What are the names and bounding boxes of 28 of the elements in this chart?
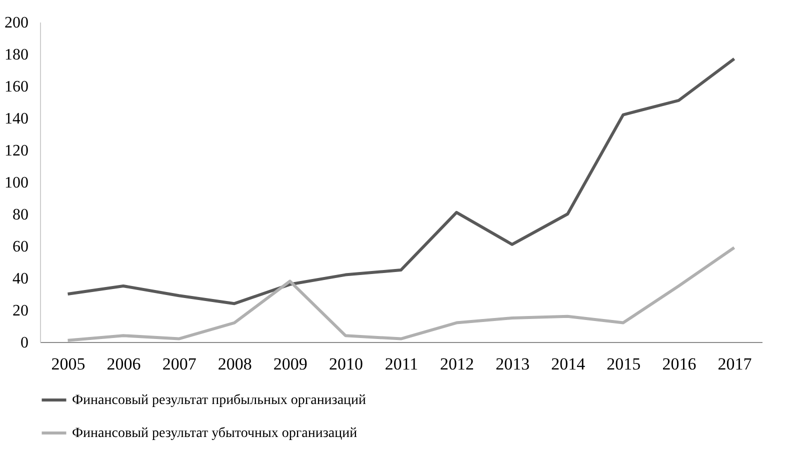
y-tick-label: 120 (4, 142, 28, 160)
x-tick-label: 2016 (662, 354, 696, 374)
x-tick-label: 2009 (273, 354, 308, 374)
line-series (66, 246, 736, 342)
x-tick-label: 2015 (606, 354, 641, 374)
y-tick-label: 20 (12, 302, 28, 320)
x-tick-label: 2005 (51, 354, 86, 374)
y-tick-label: 60 (12, 238, 28, 256)
x-tick-label: 2017 (718, 354, 752, 374)
x-tick-label: 2011 (384, 354, 418, 374)
x-tick-label: 2010 (328, 354, 363, 374)
y-tick-label: 40 (12, 270, 28, 288)
x-tick-label: 2013 (496, 354, 530, 374)
y-tick-label: 80 (12, 206, 28, 224)
y-tick-label: 100 (4, 174, 28, 192)
legend-label: Финансовый результат прибыльных организаций (72, 393, 367, 408)
y-tick-label: 180 (4, 46, 28, 64)
x-tick-label: 2007 (162, 354, 197, 374)
legend-label: Финансовый результат убыточных организаций (72, 426, 358, 441)
line-series (66, 57, 736, 306)
x-tick-label: 2006 (106, 354, 141, 374)
y-tick-label: 0 (20, 334, 28, 352)
y-tick-label: 200 (4, 14, 28, 32)
x-tick-label: 2012 (440, 354, 474, 374)
y-tick-label: 160 (4, 78, 28, 96)
x-tick-label: 2008 (218, 354, 252, 374)
x-tick-label: 2014 (551, 354, 586, 374)
y-tick-label: 140 (4, 110, 28, 128)
